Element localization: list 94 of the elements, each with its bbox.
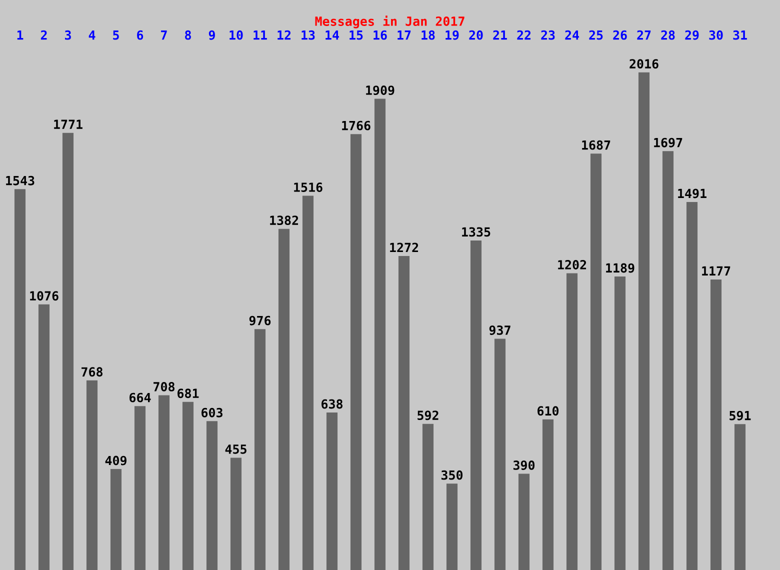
bar — [206, 421, 218, 570]
x-tick-label: 28 — [661, 30, 675, 40]
x-tick-label: 30 — [709, 30, 723, 40]
x-tick-label: 21 — [493, 30, 507, 40]
bar — [590, 154, 602, 570]
bar — [398, 256, 410, 570]
data-label: 976 — [249, 316, 271, 326]
x-tick-label: 22 — [517, 30, 530, 40]
bar — [710, 279, 722, 570]
bar — [614, 276, 626, 570]
x-tick-label: 2 — [40, 30, 47, 40]
data-label: 1516 — [294, 182, 322, 192]
x-tick-label: 20 — [469, 30, 483, 40]
bar — [734, 424, 746, 570]
data-label: 1202 — [558, 260, 586, 270]
bar — [638, 72, 650, 570]
bar — [230, 458, 242, 570]
data-label: 1697 — [654, 138, 682, 148]
x-tick-label: 8 — [185, 30, 191, 40]
x-tick-label: 10 — [230, 30, 243, 40]
bar — [62, 132, 74, 570]
bar — [254, 329, 266, 570]
data-label: 937 — [489, 325, 510, 335]
x-tick-label: 5 — [113, 30, 119, 40]
data-label: 768 — [82, 367, 102, 377]
x-tick-label: 23 — [541, 30, 555, 40]
x-tick-label: 29 — [685, 30, 699, 40]
data-label: 1076 — [30, 291, 58, 301]
bar — [662, 151, 674, 570]
data-label: 610 — [538, 406, 559, 416]
x-tick-label: 14 — [326, 30, 339, 40]
x-tick-label: 24 — [565, 30, 579, 40]
data-label: 592 — [418, 410, 438, 420]
x-tick-label: 27 — [637, 30, 651, 40]
x-tick-label: 1 — [17, 30, 24, 40]
bar — [134, 406, 146, 570]
bar — [38, 304, 50, 570]
data-label: 664 — [130, 392, 151, 402]
data-label: 1687 — [582, 140, 610, 150]
bar — [566, 273, 578, 570]
data-label: 390 — [513, 460, 535, 470]
bar — [494, 338, 506, 570]
x-tick-label: 18 — [422, 30, 435, 40]
data-label: 638 — [322, 399, 342, 409]
bar — [470, 240, 482, 570]
data-label: 1766 — [342, 120, 370, 130]
data-label: 1491 — [678, 188, 706, 198]
x-tick-label: 26 — [613, 30, 627, 40]
x-tick-label: 9 — [208, 30, 215, 40]
data-label: 1177 — [702, 266, 730, 276]
data-label: 591 — [730, 410, 751, 420]
bar — [446, 484, 458, 570]
bar — [278, 228, 290, 570]
bar — [422, 424, 434, 570]
data-label: 1382 — [270, 216, 298, 226]
x-tick-label: 3 — [65, 30, 71, 40]
bar — [182, 402, 194, 570]
bar — [110, 469, 122, 570]
x-tick-label: 13 — [302, 30, 315, 40]
x-tick-label: 16 — [374, 30, 387, 40]
x-tick-label: 6 — [137, 30, 144, 40]
bar — [350, 134, 362, 570]
x-tick-label: 17 — [398, 30, 411, 40]
data-label: 1771 — [54, 120, 82, 129]
x-tick-label: 25 — [589, 30, 603, 40]
chart-title: Messages in Jan 2017 — [315, 16, 464, 28]
data-label: 708 — [154, 382, 174, 392]
x-tick-label: 4 — [88, 30, 96, 40]
bar — [686, 202, 698, 570]
bar — [326, 412, 338, 570]
data-label: 681 — [178, 388, 199, 398]
bar — [518, 474, 530, 570]
x-tick-label: 11 — [254, 30, 267, 40]
bar — [302, 196, 314, 570]
bar — [158, 395, 170, 570]
x-tick-label: 12 — [278, 30, 290, 40]
data-label: 1335 — [462, 227, 490, 237]
x-tick-label: 19 — [446, 30, 459, 40]
bar — [86, 380, 98, 570]
data-label: 1909 — [366, 86, 394, 96]
data-label: 350 — [441, 470, 463, 480]
data-label: 1272 — [390, 242, 418, 252]
x-tick-label: 7 — [161, 30, 167, 40]
data-label: 1189 — [606, 263, 634, 273]
bar — [542, 419, 554, 570]
bar — [374, 98, 386, 570]
x-tick-label: 15 — [350, 30, 363, 40]
x-tick-label: 31 — [733, 30, 747, 40]
data-label: 455 — [225, 444, 246, 454]
data-label: 603 — [202, 408, 222, 418]
data-label: 2016 — [630, 59, 658, 69]
bar — [14, 189, 26, 570]
data-label: 409 — [105, 456, 126, 466]
data-label: 1543 — [6, 176, 34, 186]
